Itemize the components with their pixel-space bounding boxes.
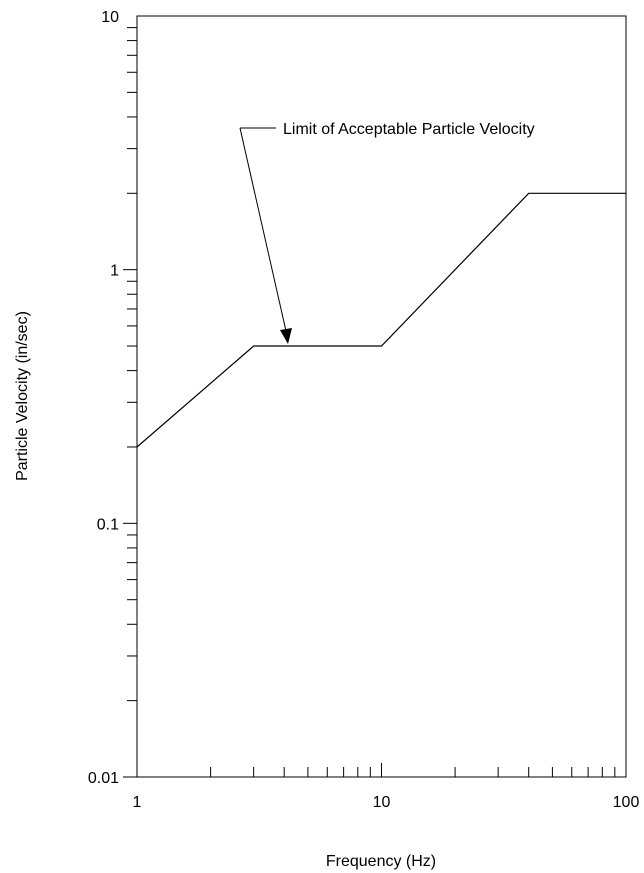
x-axis-title: Frequency (Hz) bbox=[326, 853, 436, 870]
x-tick-label: 10 bbox=[373, 794, 391, 811]
series-line bbox=[136, 192, 626, 448]
annotation-text: Limit of Acceptable Particle Velocity bbox=[283, 121, 535, 138]
y-axis-tick-labels: 0.01 0.1 1 10 bbox=[88, 9, 119, 787]
x-axis-tick-labels: 1 10 100 bbox=[133, 794, 640, 811]
y-tick-label: 0.1 bbox=[97, 516, 119, 533]
x-axis-ticks bbox=[136, 763, 616, 777]
annotation: Limit of Acceptable Particle Velocity bbox=[239, 121, 535, 344]
annotation-arrow-line bbox=[239, 127, 287, 332]
y-tick-label: 10 bbox=[101, 9, 119, 26]
series-layer bbox=[136, 192, 626, 448]
x-tick-label: 100 bbox=[613, 794, 640, 811]
x-tick-label: 1 bbox=[133, 794, 142, 811]
annotation-arrowhead bbox=[280, 328, 292, 344]
y-tick-label: 1 bbox=[110, 263, 119, 280]
y-axis-ticks bbox=[123, 27, 137, 778]
y-axis-title: Particle Velocity (in/sec) bbox=[14, 311, 31, 481]
y-tick-label: 0.01 bbox=[88, 770, 119, 787]
